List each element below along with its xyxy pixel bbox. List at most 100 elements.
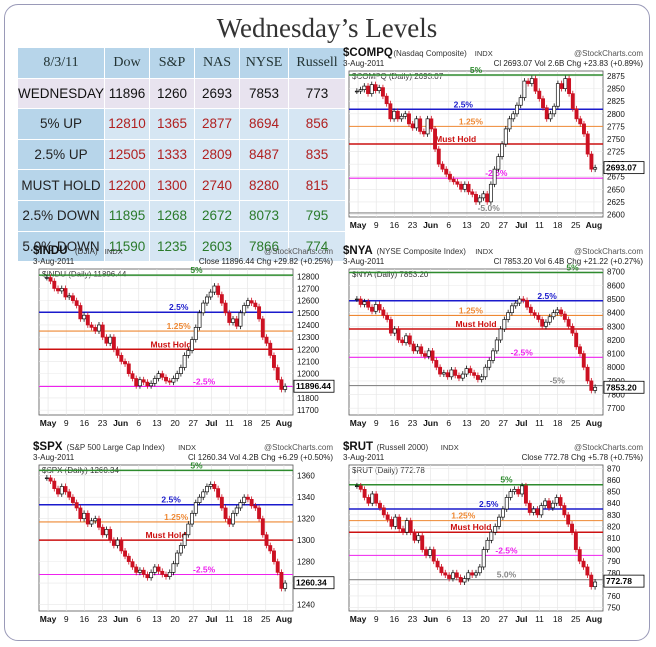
plot-area xyxy=(38,268,294,416)
price-bar-body xyxy=(223,507,228,520)
table-cell: 8694 xyxy=(239,108,290,140)
y-tick-label: 2850 xyxy=(607,85,625,94)
price-bar xyxy=(208,289,213,300)
price-bar-body xyxy=(63,288,68,298)
y-tick-label: 2650 xyxy=(607,185,625,194)
price-bar xyxy=(445,369,450,380)
price-bar xyxy=(212,283,217,296)
price-bar xyxy=(216,283,221,298)
price-bar xyxy=(535,506,540,518)
y-tick-label: 12200 xyxy=(297,345,320,354)
price-bar xyxy=(370,491,375,507)
price-bar xyxy=(555,80,560,110)
price-bar xyxy=(550,500,555,511)
price-bar xyxy=(56,485,60,497)
price-bar-body xyxy=(385,315,390,320)
y-tick-label: 8700 xyxy=(607,268,625,277)
level-label: 5% xyxy=(566,263,579,273)
chart-index-tag: INDX xyxy=(475,49,493,58)
price-bar xyxy=(567,75,572,97)
price-bar xyxy=(497,514,501,530)
price-bar-body xyxy=(362,488,367,498)
price-bar xyxy=(85,510,90,527)
price-bar xyxy=(137,567,142,576)
y-tick-label: 820 xyxy=(607,522,621,531)
price-bar xyxy=(385,312,390,323)
y-tick-label: 1320 xyxy=(297,515,315,524)
price-bar-body xyxy=(242,305,247,314)
price-bar-body xyxy=(260,518,265,536)
price-bar-body xyxy=(551,312,556,318)
price-bar xyxy=(275,364,280,383)
y-tick-label: 1260 xyxy=(297,579,315,588)
chart-source: @StockCharts.com xyxy=(264,443,333,452)
price-bar xyxy=(559,307,564,317)
price-bar xyxy=(573,529,578,553)
price-bar xyxy=(421,128,426,137)
price-bar xyxy=(358,296,363,308)
price-bar xyxy=(227,515,232,527)
price-bar-body xyxy=(396,328,401,341)
last-value-tag-box xyxy=(603,574,645,588)
price-bar xyxy=(115,537,120,549)
price-bar xyxy=(182,531,187,549)
price-bar xyxy=(392,326,397,337)
price-bar xyxy=(381,307,386,319)
x-tick-label: Jun xyxy=(423,220,438,230)
price-bar xyxy=(449,367,454,380)
price-bar-body xyxy=(374,493,379,504)
price-bar xyxy=(468,365,473,376)
price-bar-body xyxy=(279,572,284,589)
price-bar-body xyxy=(416,535,421,541)
x-tick-label: 25 xyxy=(571,614,581,624)
price-bar-body xyxy=(100,526,105,536)
price-bar xyxy=(477,564,482,576)
price-bar-body xyxy=(272,355,276,368)
price-bar-body xyxy=(581,353,586,368)
price-bar xyxy=(444,166,449,178)
price-bar-body xyxy=(547,500,551,509)
price-bar-body xyxy=(470,572,475,576)
price-bar-body xyxy=(366,301,371,308)
price-bar-body xyxy=(410,123,415,129)
price-bar-body xyxy=(197,496,202,503)
price-bar xyxy=(393,514,398,530)
price-bar xyxy=(397,514,402,532)
price-bar xyxy=(257,505,262,522)
price-bar xyxy=(167,569,172,580)
price-bar xyxy=(388,100,393,122)
price-bar xyxy=(126,360,131,377)
price-bar-body xyxy=(535,508,540,516)
price-bar-body xyxy=(526,80,531,84)
last-value-tag: 1260.34 xyxy=(296,578,327,588)
price-bar-body xyxy=(419,346,424,354)
price-bar-body xyxy=(477,566,482,574)
row-label: 2.5% DOWN xyxy=(16,199,106,232)
level-label: 1.25% xyxy=(459,116,484,126)
price-bar-body xyxy=(89,520,94,525)
price-bar xyxy=(429,115,434,132)
price-bar-body xyxy=(231,512,235,525)
price-bar-body xyxy=(257,507,262,520)
price-bar xyxy=(238,499,243,511)
price-bar-body xyxy=(449,369,454,378)
price-bar-body xyxy=(593,167,598,170)
y-tick-label: 790 xyxy=(607,557,621,566)
price-bar xyxy=(454,569,459,581)
price-bar xyxy=(548,110,553,122)
y-tick-label: 770 xyxy=(607,580,621,589)
price-bar xyxy=(93,515,98,524)
price-bar xyxy=(234,505,239,517)
price-bar xyxy=(366,83,370,97)
price-bar-body xyxy=(541,98,545,109)
table-cell: 835 xyxy=(288,138,347,171)
price-bar xyxy=(481,190,486,201)
y-tick-label: 2600 xyxy=(607,210,625,219)
x-tick-label: 18 xyxy=(553,418,563,428)
price-bar-body xyxy=(82,512,87,520)
price-bar-body xyxy=(171,563,176,573)
price-bar xyxy=(424,546,429,559)
price-bar-body xyxy=(156,373,161,379)
y-tick-label: 8400 xyxy=(607,309,625,318)
x-tick-label: Aug xyxy=(586,220,603,230)
